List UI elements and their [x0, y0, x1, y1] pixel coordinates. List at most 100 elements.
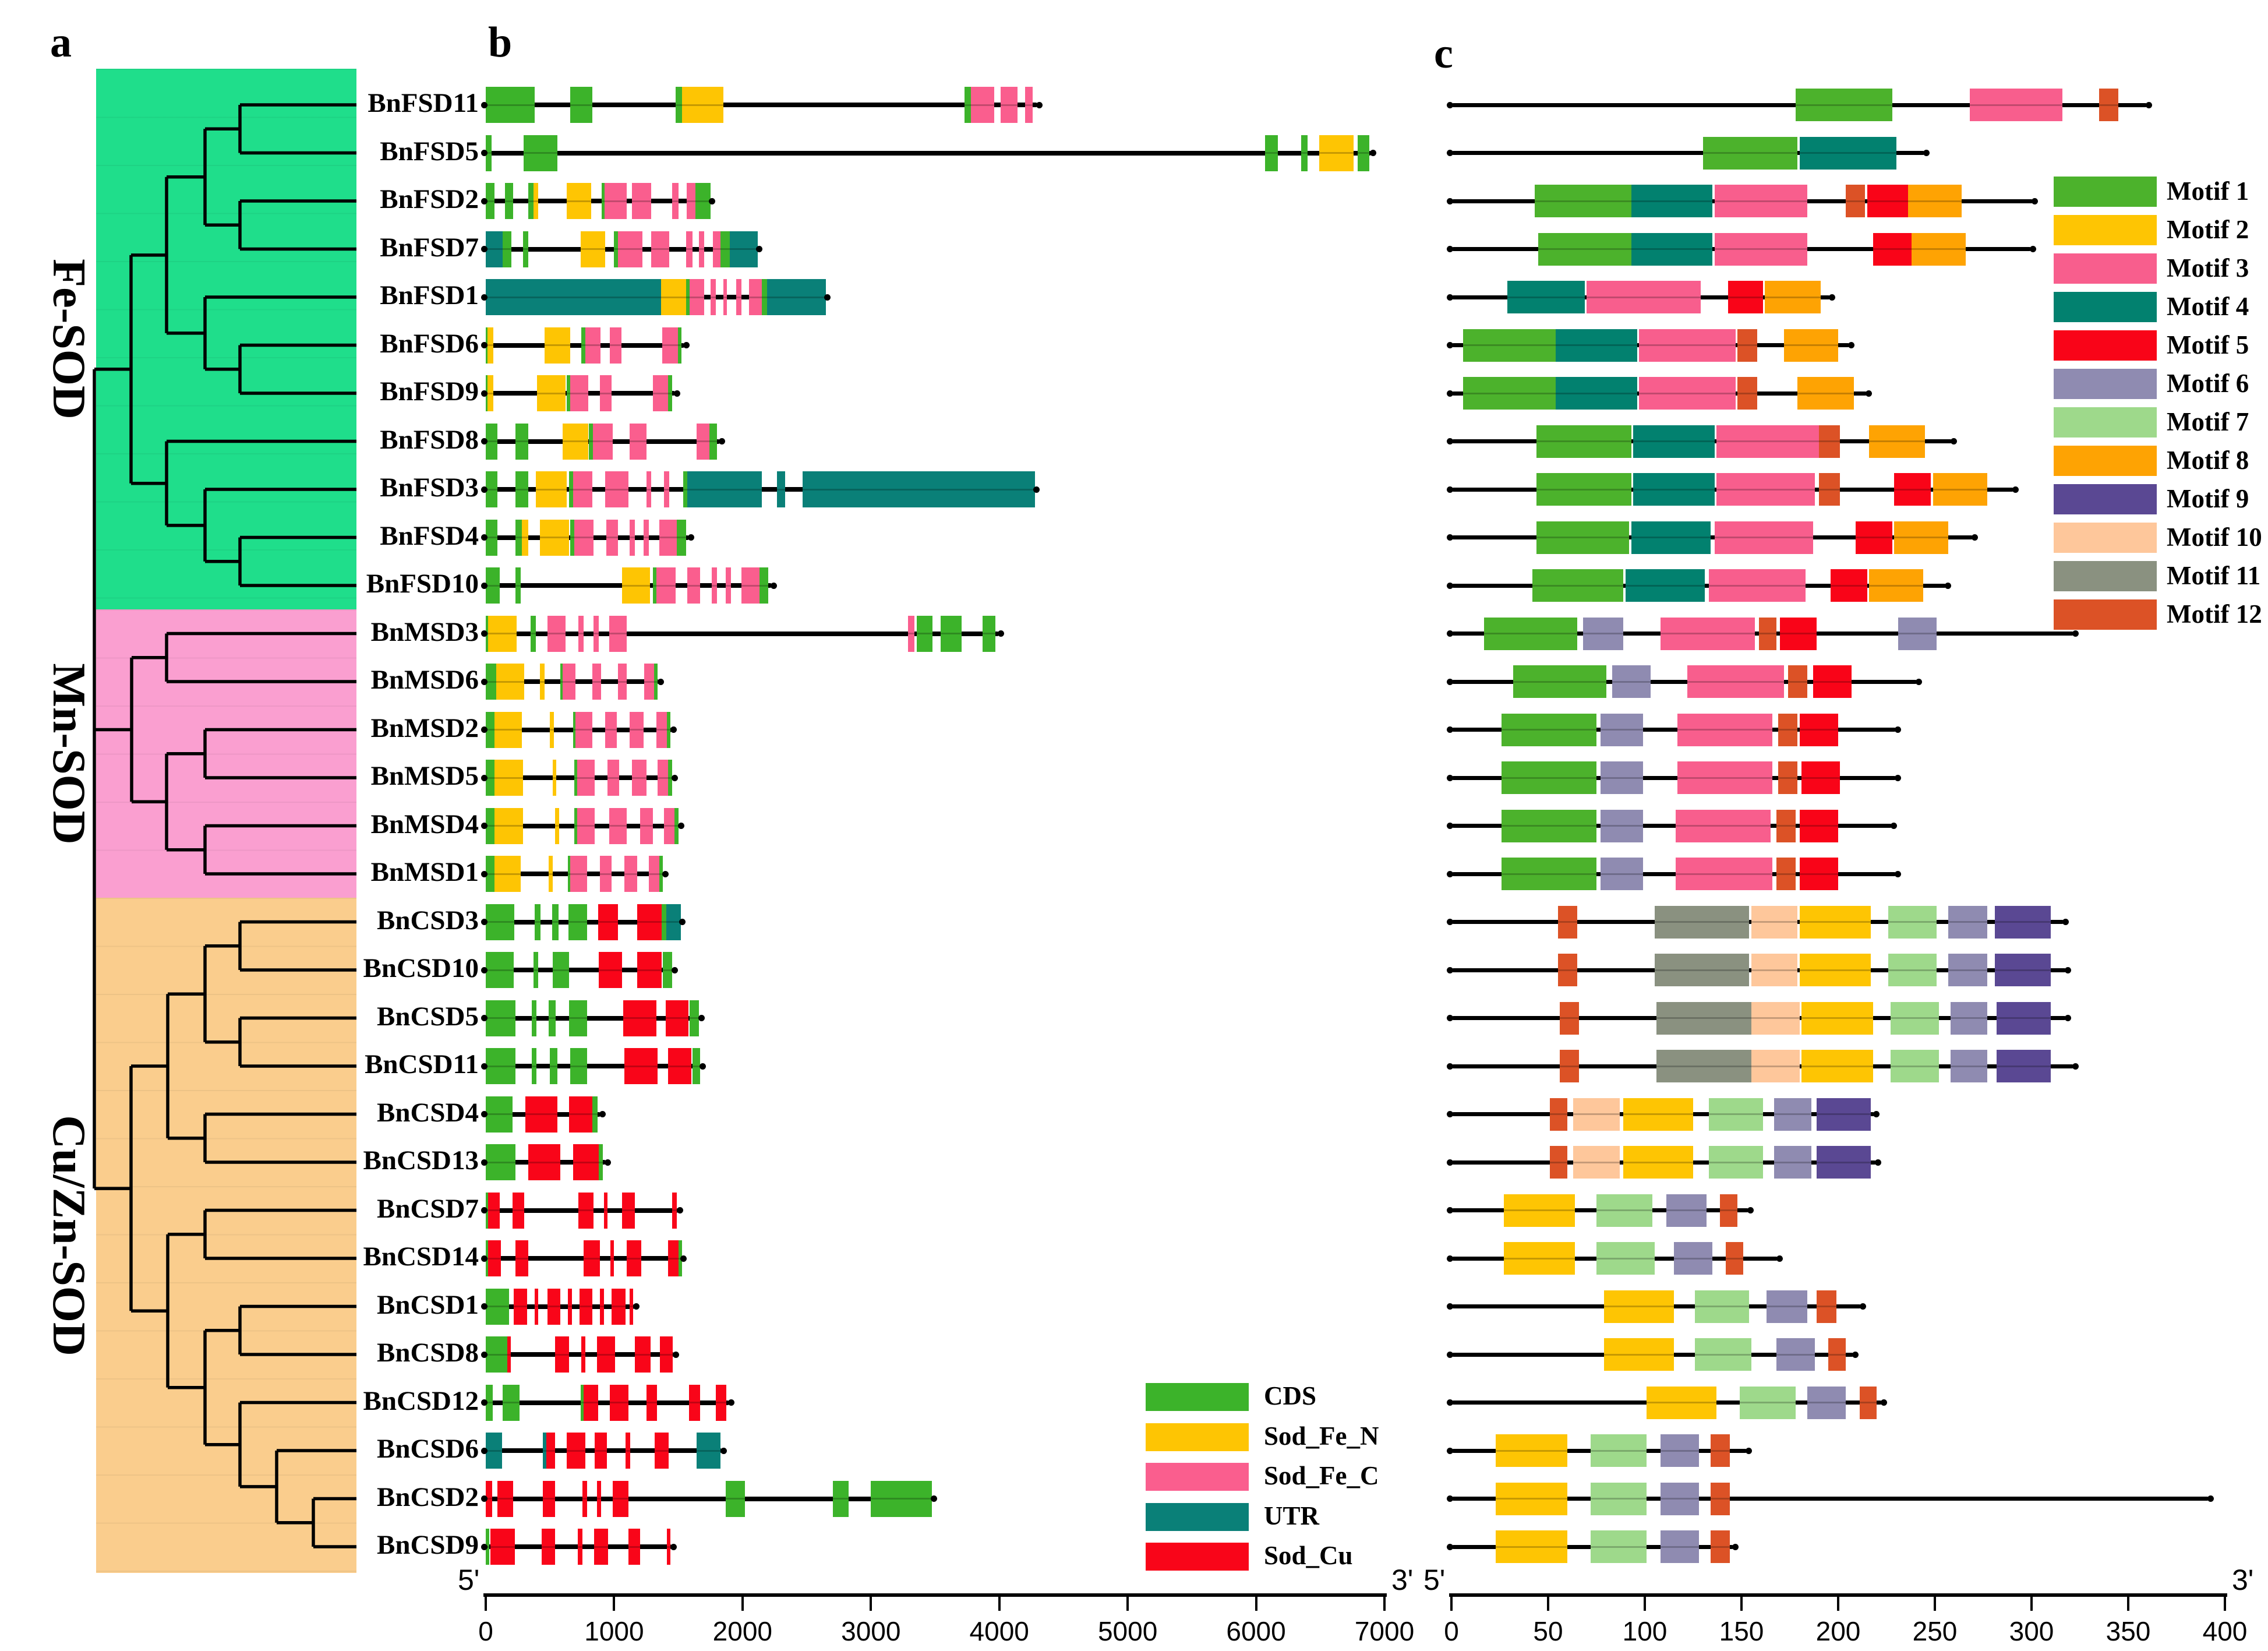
- motif-segment-m8: [1912, 232, 1966, 266]
- motif-line-overlay: [1451, 921, 2065, 923]
- gene-structure-end-dot: [1033, 486, 1040, 493]
- motif-segment-m7: [1708, 1098, 1763, 1131]
- gene-structure-segment-cu: [528, 1144, 560, 1180]
- gene-structure-segment-fec: [575, 711, 592, 748]
- motif-segment-m8: [1869, 425, 1926, 458]
- gene-structure-start-dot: [481, 294, 487, 301]
- gene-structure-segment-cds: [534, 904, 540, 940]
- gene-structure-line-overlay: [486, 152, 1372, 154]
- gene-structure-segment-fec: [585, 327, 601, 364]
- axis-b-tick: [1383, 1593, 1386, 1611]
- panel-c-letter: c: [1434, 30, 1453, 77]
- motif-segment-m7: [1591, 1482, 1647, 1515]
- gene-structure-line: [486, 1304, 635, 1309]
- gene-structure-segment-cds: [695, 183, 711, 219]
- gene-structure-line: [486, 1015, 701, 1021]
- gene-name-label: BnCSD9: [376, 1530, 479, 1560]
- motif-segment-m7: [1739, 1386, 1796, 1419]
- motif-segment-m3: [1714, 232, 1807, 266]
- gene-name-label: BnFSD4: [380, 520, 479, 551]
- motif-segment-m5: [1799, 858, 1838, 890]
- motif-segment-m8: [1894, 521, 1949, 554]
- legend-c-label: Motif 6: [2167, 369, 2249, 398]
- gene-structure-start-dot: [481, 870, 487, 877]
- motif-segment-m12: [1818, 425, 1840, 458]
- gene-structure-segment-cds: [569, 471, 573, 507]
- motif-segment-m8: [1907, 185, 1962, 217]
- motif-segment-m6: [1600, 761, 1643, 794]
- motif-line: [1451, 535, 1974, 539]
- gene-structure-segment-fen: [537, 375, 566, 411]
- gene-structure-segment-fec: [624, 856, 638, 892]
- gene-structure-segment-cu: [547, 1288, 560, 1325]
- motif-segment-m6: [1774, 1146, 1811, 1179]
- gene-structure-segment-fec: [686, 231, 693, 267]
- gene-structure-segment-fec: [594, 615, 599, 652]
- gene-structure-segment-cds: [532, 1000, 537, 1036]
- motif-segment-m1: [1462, 329, 1556, 362]
- gene-structure-segment-cds: [833, 1480, 849, 1517]
- gene-structure-segment-cds: [552, 904, 559, 940]
- gene-structure-segment-cu: [665, 1000, 689, 1036]
- motif-segment-m6: [1600, 858, 1643, 890]
- axis-c-tick: [1837, 1593, 1839, 1611]
- motif-start-dot: [1447, 1399, 1453, 1406]
- gene-structure-segment-fec: [713, 231, 721, 267]
- motif-segment-m3: [1714, 185, 1807, 217]
- motif-end-dot: [2072, 630, 2079, 637]
- gene-structure-start-dot: [481, 1159, 487, 1166]
- motif-line-overlay: [1451, 680, 1918, 683]
- legend-c-swatch-m2: [2054, 215, 2157, 245]
- gene-name-label: BnMSD2: [370, 712, 479, 743]
- motif-end-dot: [2030, 246, 2036, 252]
- motif-segment-m8: [1797, 377, 1854, 410]
- motif-segment-m3: [1660, 617, 1755, 650]
- motif-end-dot: [1847, 342, 1854, 348]
- motif-line-overlay: [1451, 1065, 2075, 1067]
- gene-structure-line-overlay: [486, 729, 672, 731]
- gene-structure-start-dot: [481, 919, 487, 925]
- legend-c-label: Motif 11: [2167, 561, 2261, 590]
- motif-segment-m3: [1687, 665, 1785, 698]
- motif-end-dot: [1972, 534, 1979, 541]
- motif-end-dot: [2146, 101, 2153, 108]
- gene-structure-segment-cu: [582, 1480, 588, 1517]
- motif-segment-m12: [1710, 1530, 1730, 1563]
- gene-structure-start-dot: [481, 1351, 487, 1358]
- motif-segment-m2: [1623, 1146, 1693, 1179]
- gene-structure-segment-cu: [486, 1480, 493, 1517]
- gene-structure-segment-cds: [486, 1000, 515, 1036]
- motif-line-overlay: [1451, 777, 1896, 779]
- motif-segment-m12: [1710, 1434, 1730, 1467]
- gene-structure-segment-cu: [668, 1048, 691, 1084]
- gene-structure-segment-cu: [628, 1529, 640, 1565]
- gene-structure-segment-fec: [640, 807, 653, 844]
- motif-segment-m9: [1817, 1146, 1871, 1179]
- legend-b-swatch-cds: [1146, 1383, 1249, 1411]
- gene-structure-segment-fec: [646, 471, 652, 507]
- legend-b-swatch-utr: [1146, 1502, 1249, 1531]
- axis-b-tick-label: 4000: [969, 1616, 1029, 1646]
- motif-segment-m7: [1596, 1242, 1655, 1275]
- motif-end-dot: [1875, 1159, 1882, 1166]
- gene-structure-segment-fec: [659, 519, 677, 556]
- gene-structure-segment-fen: [494, 760, 523, 796]
- axis-c-tick-label: 300: [2009, 1616, 2054, 1646]
- gene-structure-end-dot: [657, 678, 664, 685]
- legend-b-swatch-fec: [1146, 1463, 1249, 1491]
- gene-structure-start-dot: [481, 1303, 487, 1310]
- motif-end-dot: [1732, 1543, 1739, 1550]
- gene-structure-start-dot: [481, 246, 487, 252]
- gene-structure-segment-cds: [668, 375, 672, 411]
- motif-segment-m12: [1559, 1050, 1580, 1082]
- gene-structure-segment-cds: [532, 1048, 537, 1084]
- motif-segment-m4: [1799, 136, 1896, 170]
- gene-structure-segment-fec: [604, 183, 627, 219]
- motif-segment-m7: [1708, 1146, 1763, 1179]
- motif-segment-m2: [1604, 1290, 1674, 1323]
- gene-structure-segment-fec: [698, 231, 704, 267]
- legend-b-label: Sod_Cu: [1264, 1541, 1353, 1570]
- gene-structure-segment-cu: [488, 1240, 501, 1276]
- motif-end-dot: [2072, 1063, 2079, 1070]
- motif-segment-m1: [1502, 858, 1596, 890]
